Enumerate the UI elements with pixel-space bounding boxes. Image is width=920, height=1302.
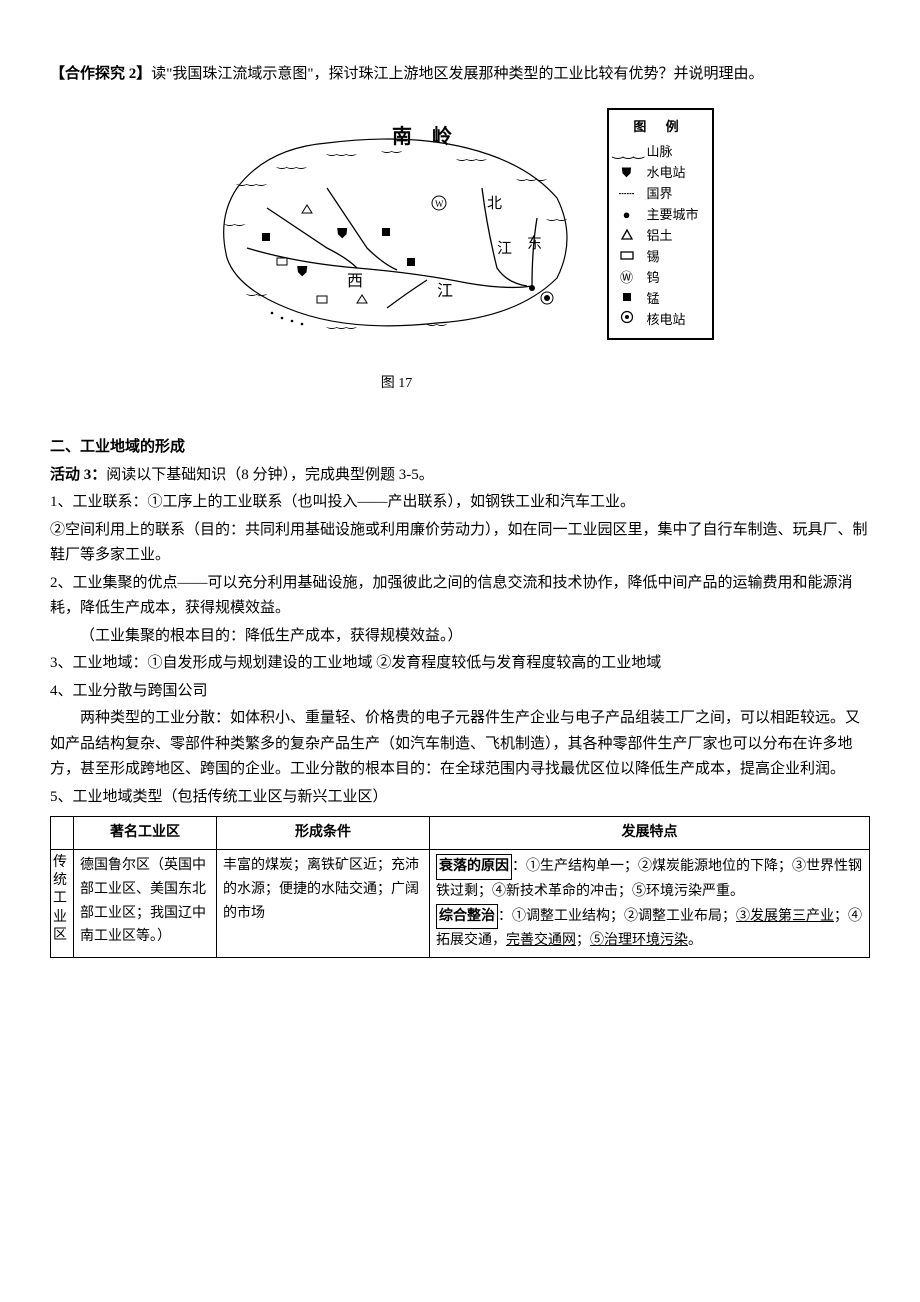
p5: 5、工业地域类型（包括传统工业区与新兴工业区）	[50, 785, 870, 811]
fix-period: 。	[688, 933, 702, 948]
activity-text: 阅读以下基础知识（8 分钟），完成典型例题 3-5。	[106, 467, 434, 483]
legend-label: 山脉	[647, 141, 673, 163]
svg-text:‿‿: ‿‿	[546, 207, 568, 221]
section2-title: 二、工业地域的形成	[50, 435, 870, 461]
label-nanling: 南 岭	[392, 124, 452, 148]
label-bei: 北	[487, 195, 502, 212]
svg-text:W: W	[435, 199, 444, 209]
fix-u3: ⑤治理环境污染	[590, 933, 688, 948]
fix-end: ；	[576, 933, 590, 948]
legend-row-nuclear: 核电站	[613, 311, 708, 329]
p4: 4、工业分散与跨国公司	[50, 679, 870, 705]
legend-row-city: ● 主要城市	[613, 206, 708, 224]
nuclear-icon	[613, 309, 641, 331]
legend-label: 主要城市	[647, 204, 699, 226]
svg-text:‿‿‿: ‿‿‿	[236, 172, 267, 186]
th-features: 发展特点	[430, 817, 870, 850]
label-jiang3: 江	[497, 240, 512, 257]
legend-row-border: ┄┄ 国界	[613, 185, 708, 203]
decline-label: 衰落的原因	[436, 854, 512, 880]
svg-text:‿‿‿: ‿‿‿	[326, 315, 357, 329]
label-xi: 西	[347, 273, 363, 290]
dam-icon: ⛊	[613, 162, 641, 184]
label-jiang: 江	[437, 282, 453, 300]
table-header-row: 著名工业区 形成条件 发展特点	[51, 817, 870, 850]
p2b: （工业集聚的根本目的：降低生产成本，获得规模效益。）	[50, 624, 870, 650]
p1b: ②空间利用上的联系（目的：共同利用基础设施或利用廉价劳动力），如在同一工业园区里…	[50, 518, 870, 569]
city-icon: ●	[613, 204, 641, 226]
svg-text:‿‿: ‿‿	[246, 282, 268, 296]
legend-label: 锰	[647, 288, 660, 310]
legend-label: 锡	[647, 246, 660, 268]
svg-text:‿‿‿: ‿‿‿	[326, 142, 357, 156]
question-2: 【合作探究 2】读"我国珠江流域示意图"，探讨珠江上游地区发展那种类型的工业比较…	[50, 62, 870, 88]
th-region: 著名工业区	[74, 817, 217, 850]
svg-text:⛊: ⛊	[297, 265, 308, 280]
fix-label: 综合整治	[436, 904, 498, 930]
pearl-river-map: ‿‿‿ ‿‿‿ ‿‿‿ ‿‿ ‿‿‿ ‿‿‿ ‿‿ ‿‿ ‿‿ ‿‿‿ ‿‿ 南…	[207, 108, 587, 348]
tin-icon	[613, 246, 641, 268]
svg-text:⛊: ⛊	[337, 227, 348, 242]
table-row-traditional: 传统工业区 德国鲁尔区（英国中部工业区、美国东北部工业区；我国辽中南工业区等。）…	[51, 850, 870, 958]
q2-title: 【合作探究 2】	[50, 66, 151, 82]
legend-row-tin: 锡	[613, 248, 708, 266]
th-blank	[51, 817, 74, 850]
vlabel-traditional: 传统工业区	[51, 850, 74, 958]
legend-row-manganese: 锰	[613, 290, 708, 308]
legend-label: 水电站	[647, 162, 686, 184]
svg-text:‿‿‿: ‿‿‿	[516, 167, 547, 181]
manganese-icon	[613, 288, 641, 310]
th-conditions: 形成条件	[217, 817, 430, 850]
legend-row-tungsten: Ⓦ 钨	[613, 269, 708, 287]
map-container: ‿‿‿ ‿‿‿ ‿‿‿ ‿‿ ‿‿‿ ‿‿‿ ‿‿ ‿‿ ‿‿ ‿‿‿ ‿‿ 南…	[207, 108, 587, 396]
legend-label: 钨	[647, 267, 660, 289]
cell-regions: 德国鲁尔区（英国中部工业区、美国东北部工业区；我国辽中南工业区等。）	[74, 850, 217, 958]
cell-conditions: 丰富的煤炭；离铁矿区近；充沛的水源；便捷的水陆交通；广阔的市场	[217, 850, 430, 958]
map-caption: 图 17	[207, 372, 587, 396]
legend-row-bauxite: 铝土	[613, 227, 708, 245]
p4b: 两种类型的工业分散：如体积小、重量轻、价格贵的电子元器件生产企业与电子产品组装工…	[50, 706, 870, 783]
fix-u1: ③发展第三产业	[736, 909, 834, 924]
fix-u2: 完善交通网	[506, 933, 576, 948]
legend-title: 图 例	[613, 116, 708, 139]
svg-text:‿‿‿: ‿‿‿	[276, 155, 307, 169]
fix-text-1: ：①调整工业结构；②调整工业布局；	[498, 909, 736, 924]
q2-text: 读"我国珠江流域示意图"，探讨珠江上游地区发展那种类型的工业比较有优势？并说明理…	[151, 66, 763, 82]
legend-box: 图 例 ‿‿‿ 山脉 ⛊ 水电站 ┄┄ 国界 ● 主要城市 铝土 锡	[607, 108, 714, 340]
p1: 1、工业联系：①工序上的工业联系（也叫投入——产出联系），如钢铁工业和汽车工业。	[50, 490, 870, 516]
activity-label: 活动 3：	[50, 467, 106, 483]
legend-label: 铝土	[647, 225, 673, 247]
legend-row-dam: ⛊ 水电站	[613, 164, 708, 182]
legend-row-mountain: ‿‿‿ 山脉	[613, 143, 708, 161]
p2: 2、工业集聚的优点——可以充分利用基础设施，加强彼此之间的信息交流和技术协作，降…	[50, 571, 870, 622]
svg-text:‿‿‿: ‿‿‿	[456, 147, 487, 161]
legend-label: 国界	[647, 183, 673, 205]
activity-3: 活动 3：阅读以下基础知识（8 分钟），完成典型例题 3-5。	[50, 463, 870, 489]
legend-label: 核电站	[647, 309, 686, 331]
mountain-icon: ‿‿‿	[613, 141, 641, 163]
svg-text:‿‿: ‿‿	[224, 212, 246, 226]
svg-text:‿‿: ‿‿	[426, 312, 448, 326]
bauxite-icon	[613, 225, 641, 247]
tungsten-icon: Ⓦ	[613, 267, 641, 289]
map-figure: ‿‿‿ ‿‿‿ ‿‿‿ ‿‿ ‿‿‿ ‿‿‿ ‿‿ ‿‿ ‿‿ ‿‿‿ ‿‿ 南…	[50, 108, 870, 396]
industry-table: 著名工业区 形成条件 发展特点 传统工业区 德国鲁尔区（英国中部工业区、美国东北…	[50, 816, 870, 958]
mountain-icons: ‿‿‿ ‿‿‿ ‿‿‿ ‿‿ ‿‿‿ ‿‿‿ ‿‿ ‿‿ ‿‿ ‿‿‿ ‿‿	[224, 139, 568, 329]
border-icon: ┄┄	[613, 183, 641, 205]
p3: 3、工业地域：①自发形成与规划建设的工业地域 ②发育程度较低与发育程度较高的工业…	[50, 651, 870, 677]
label-dong: 东	[527, 235, 542, 252]
cell-features: 衰落的原因：①生产结构单一；②煤炭能源地位的下降；③世界性钢铁过剩；④新技术革命…	[430, 850, 870, 958]
map-svg-box: ‿‿‿ ‿‿‿ ‿‿‿ ‿‿ ‿‿‿ ‿‿‿ ‿‿ ‿‿ ‿‿ ‿‿‿ ‿‿ 南…	[207, 108, 587, 368]
